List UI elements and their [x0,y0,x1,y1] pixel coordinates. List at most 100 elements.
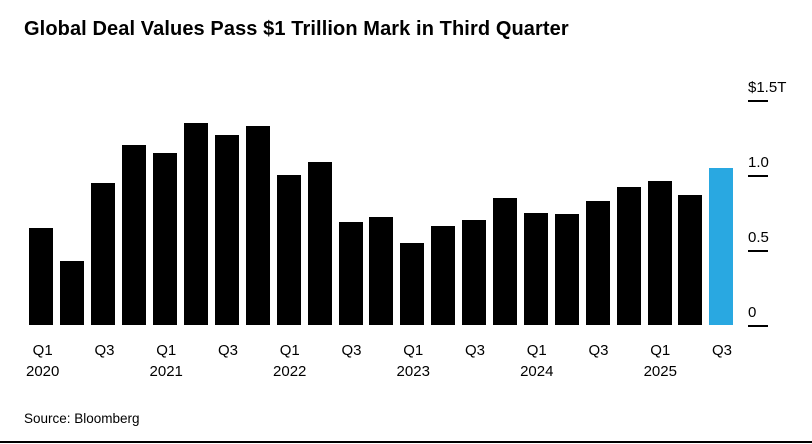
x-tick-slot [59,340,89,382]
x-tick-slot: Q3 [336,340,366,382]
x-tick-year-label: 2020 [26,363,60,380]
bar-q4-2020 [122,145,147,325]
x-tick-year-label: 2022 [273,363,307,380]
bar-q3-2022 [338,221,363,325]
bar-slot [119,100,150,325]
bar-q3-2025 [709,167,734,325]
bar-slot [490,100,521,325]
bar-slot [551,100,582,325]
x-tick-slot [490,340,520,382]
x-tick-slot [430,340,460,382]
bar-q1-2021 [153,152,178,325]
bar-slot [211,100,242,325]
y-tick-mark [748,325,768,327]
plot-area [26,100,737,325]
x-tick-slot: Q3 [213,340,243,382]
bar-slot [428,100,459,325]
x-tick-quarter-label: Q1 [32,342,53,359]
x-tick-slot: Q1 2024 [520,340,553,382]
x-tick-quarter-label: Q3 [588,342,609,359]
bar-slot [644,100,675,325]
y-tick-label: 0 [748,304,757,321]
y-tick-mark [748,175,768,177]
bar-q2-2024 [554,214,579,325]
bar-q1-2025 [647,181,672,325]
bar-slot [57,100,88,325]
x-tick-quarter-label: Q3 [341,342,362,359]
x-tick-quarter-label: Q3 [712,342,733,359]
y-tick-label: $1.5T [748,79,787,96]
x-tick-quarter-label: Q1 [650,342,671,359]
bar-q4-2024 [616,187,641,325]
bar-q3-2023 [462,220,487,325]
bar-slot [150,100,181,325]
bar-q1-2020 [29,227,54,325]
x-tick-slot: Q1 2022 [273,340,306,382]
bar-q2-2020 [60,260,85,325]
bar-slot [459,100,490,325]
bar-q2-2025 [678,194,703,325]
x-tick-slot: Q1 2021 [150,340,183,382]
bar-q1-2024 [523,212,548,325]
x-tick-slot [306,340,336,382]
bar-slot [582,100,613,325]
bottom-rule [0,441,812,443]
x-tick-quarter-label: Q1 [403,342,424,359]
x-tick-slot: Q3 [707,340,737,382]
bar-slot [88,100,119,325]
bar-slot [181,100,212,325]
y-tick-mark [748,250,768,252]
x-tick-slot: Q1 2020 [26,340,59,382]
bar-slot [273,100,304,325]
bar-slot [242,100,273,325]
x-tick-quarter-label: Q3 [94,342,115,359]
bar-q3-2021 [214,134,239,325]
x-tick-quarter-label: Q3 [464,342,485,359]
bar-q1-2022 [276,175,301,325]
x-tick-quarter-label: Q1 [279,342,300,359]
x-axis: Q1 2020 Q3 Q1 2021 Q3 Q1 2022 Q3 Q1 2023 Q3 Q1 2024 Q3… [26,340,737,382]
x-tick-slot: Q1 2025 [644,340,677,382]
y-tick-label: 1.0 [748,154,769,171]
bar-q2-2021 [183,122,208,325]
bar-q4-2023 [493,197,518,325]
bar-slot [521,100,552,325]
bar-q2-2023 [431,226,456,325]
y-axis: $1.5T 1.0 0.5 0 [748,79,810,327]
chart-title: Global Deal Values Pass $1 Trillion Mark… [24,18,569,40]
bar-q4-2022 [369,217,394,325]
bar-slot [304,100,335,325]
x-tick-slot: Q3 [460,340,490,382]
x-tick-slot [183,340,213,382]
x-tick-slot [614,340,644,382]
x-tick-year-label: 2024 [520,363,554,380]
x-tick-slot: Q3 [583,340,613,382]
x-tick-year-label: 2025 [643,363,677,380]
bar-slot [397,100,428,325]
source-label: Source: Bloomberg [24,411,140,426]
y-tick-mark [748,100,768,102]
x-tick-slot: Q1 2023 [397,340,430,382]
x-tick-slot [367,340,397,382]
bar-slot [26,100,57,325]
bar-q2-2022 [307,161,332,325]
x-tick-quarter-label: Q1 [526,342,547,359]
bar-slot [366,100,397,325]
x-tick-year-label: 2023 [396,363,430,380]
x-tick-quarter-label: Q1 [156,342,177,359]
bar-slot [613,100,644,325]
x-tick-slot [553,340,583,382]
bar-slot [335,100,366,325]
bar-q3-2024 [585,200,610,325]
x-tick-slot [677,340,707,382]
x-tick-slot [243,340,273,382]
x-tick-slot: Q3 [89,340,119,382]
bar-q4-2021 [245,125,270,325]
bar-q3-2020 [91,182,116,325]
y-tick-label: 0.5 [748,229,769,246]
x-tick-year-label: 2021 [149,363,183,380]
bar-q1-2023 [400,242,425,325]
x-tick-slot [119,340,149,382]
